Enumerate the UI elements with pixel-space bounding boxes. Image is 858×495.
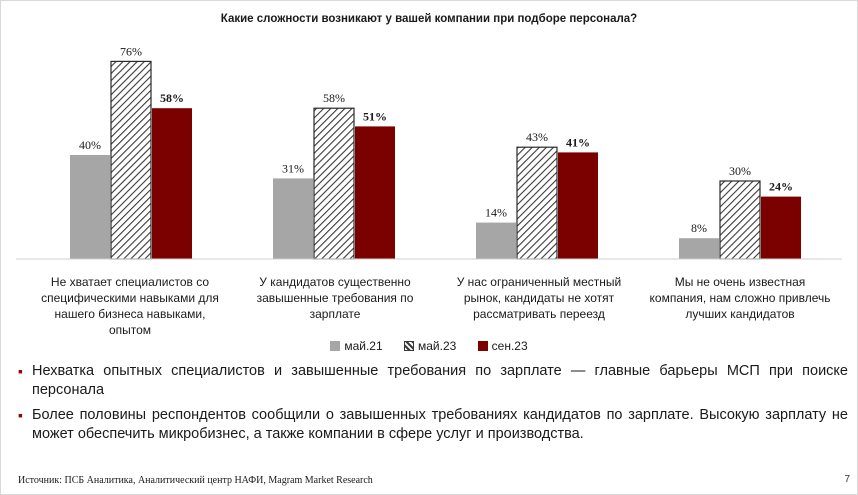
bar-май.23-cat1 <box>313 107 355 260</box>
data-label-сен.23-cat0: 58% <box>160 91 184 105</box>
data-label-май.21-cat3: 8% <box>691 221 707 235</box>
category-label-3: Мы не очень известная компания, нам слож… <box>649 275 831 321</box>
bar-сен.23-cat1 <box>355 126 395 260</box>
legend-label-sep23: сен.23 <box>491 339 528 353</box>
bullet-list: ▪ Нехватка опытных специалистов и завыше… <box>18 362 848 450</box>
bullet-item: ▪ Более половины респондентов сообщили о… <box>18 406 848 444</box>
page-number: 7 <box>844 474 850 485</box>
category-label-0: Не хватает специалистов со специфическим… <box>41 275 219 337</box>
data-label-май.21-cat1: 31% <box>282 161 304 175</box>
bar-май.21-cat0 <box>70 155 110 259</box>
data-label-май.23-cat1: 58% <box>323 91 345 105</box>
legend-item-may23: май.23 <box>404 339 456 353</box>
bar-май.23-cat3 <box>719 180 761 260</box>
data-label-сен.23-cat3: 24% <box>769 180 793 194</box>
bar-chart: 40% 31% 14% 8% 76% 58% 43% 30% 58% 51% 41% 24% <box>16 44 842 260</box>
legend-label-may21: май.21 <box>344 339 383 353</box>
chart-title: Какие сложности возникают у вашей компан… <box>220 13 638 25</box>
data-label-сен.23-cat2: 41% <box>566 135 590 149</box>
data-label-май.23-cat3: 30% <box>729 164 751 178</box>
legend-swatch-sep23 <box>477 341 488 351</box>
legend-swatch-may23 <box>404 341 414 351</box>
bar-май.23-cat2 <box>516 146 558 260</box>
bar-май.21-cat1 <box>273 178 313 259</box>
legend-swatch-may21 <box>330 341 341 351</box>
data-label-май.23-cat0: 76% <box>120 44 142 58</box>
legend-item-may21: май.21 <box>330 339 383 353</box>
category-label-1: У кандидатов существенно завышенные треб… <box>256 275 414 321</box>
data-label-май.21-cat2: 14% <box>485 206 507 220</box>
bar-сен.23-cat3 <box>761 196 801 259</box>
bar-май.21-cat3 <box>679 238 719 259</box>
data-label-май.21-cat0: 40% <box>79 138 101 152</box>
bar-май.21-cat2 <box>476 222 516 259</box>
source-note: Источник: ПСБ Аналитика, Аналитический ц… <box>18 475 373 486</box>
bullet-item: ▪ Нехватка опытных специалистов и завыше… <box>18 362 848 400</box>
bullet-marker-icon: ▪ <box>18 363 23 379</box>
bar-май.23-cat0 <box>110 60 152 260</box>
bullet-marker-icon: ▪ <box>18 407 23 423</box>
bullet-text-1: Более половины респондентов сообщили о з… <box>32 407 848 442</box>
data-label-сен.23-cat1: 51% <box>363 109 387 123</box>
chart-legend: май.21 май.23 сен.23 <box>0 339 858 354</box>
category-label-2: У нас ограниченный местный рынок, кандид… <box>456 275 622 321</box>
bar-сен.23-cat0 <box>152 108 192 259</box>
legend-item-sep23: сен.23 <box>477 339 528 353</box>
legend-label-may23: май.23 <box>418 339 457 353</box>
bullet-text-0: Нехватка опытных специалистов и завышенн… <box>32 363 848 398</box>
bar-сен.23-cat2 <box>558 152 598 259</box>
data-label-май.23-cat2: 43% <box>526 130 548 144</box>
